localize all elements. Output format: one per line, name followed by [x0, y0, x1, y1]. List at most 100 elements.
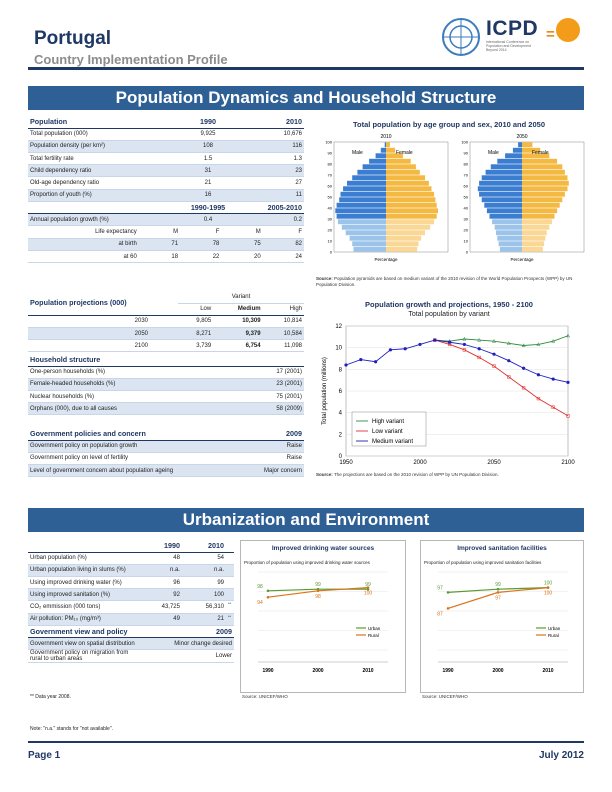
table-row: Using improved sanitation (%) 92 100 — [28, 588, 234, 602]
table-cell: Household structure — [28, 354, 304, 367]
pyramid-bar-female — [386, 158, 411, 164]
pyramid-bar-male — [336, 202, 386, 208]
age-tick: 20 — [328, 228, 333, 233]
table-cell: Orphans (000), due to all causes — [28, 402, 228, 416]
table-cell — [28, 201, 178, 215]
y-tick-label: 8 — [339, 367, 343, 373]
table-cell: Proportion of youth (%) — [28, 189, 178, 202]
data-point — [536, 342, 541, 346]
pyramid-xlabel: Percentage — [510, 257, 534, 262]
table-row: 2050 8,271 9,379 10,584 — [28, 327, 304, 341]
pyramid-frame — [469, 141, 585, 253]
table-cell: 75 (2001) — [228, 390, 304, 404]
footer-rule — [28, 741, 584, 743]
life-expectancy-label: Life expectancy — [28, 226, 139, 239]
section-title: Population projections (000) — [28, 291, 178, 316]
pyramid-bar-female — [522, 208, 558, 214]
population-table: Population 1990 2010 Total population (000)… — [28, 116, 304, 264]
pyramid-bar-male — [512, 147, 522, 153]
series-line — [434, 339, 569, 417]
table-cell: 56,310 — [181, 600, 226, 614]
table-cell: One-person households (%) — [28, 366, 228, 379]
table-cell: n.a. — [138, 564, 182, 578]
table-cell: 2030 — [28, 315, 178, 329]
data-point — [536, 373, 540, 377]
data-point — [477, 355, 481, 360]
pyramid-bar-male — [336, 213, 386, 219]
table-cell: 1.3 — [238, 152, 304, 166]
table-cell: 21 — [181, 613, 226, 626]
pyramid-bar-male — [485, 169, 522, 175]
table-cell: Level of government concern about popula… — [28, 464, 228, 478]
growth-chart-subtitle: Total population by variant — [408, 311, 490, 318]
table-cell: 54 — [181, 552, 226, 565]
table-cell: Government view on spatial distribution — [28, 637, 138, 651]
pyramid-bar-male — [518, 142, 522, 148]
table-header: 1990 2010 — [28, 540, 234, 553]
table-row: Annual population growth (%) 0.4 0.2 — [28, 213, 304, 227]
legend-label: Medium variant — [372, 439, 413, 445]
data-point — [491, 338, 497, 343]
pyramid-bar-male — [481, 175, 522, 181]
y-tick-label: 10 — [335, 346, 342, 352]
pyramid-bar-male — [496, 230, 522, 236]
pyramid-bar-female — [522, 241, 545, 247]
age-tick: 90 — [464, 151, 469, 156]
table-row: at birth 71 78 75 82 — [28, 238, 304, 252]
pyramid-bar-female — [386, 153, 403, 159]
table-cell: 75 — [221, 238, 263, 252]
table-cell: 10,676 — [238, 128, 304, 141]
data-point — [566, 380, 570, 384]
pyramid-bar-male — [486, 208, 522, 214]
table-cell: 58 (2009) — [228, 402, 304, 416]
country-title: Portugal — [34, 28, 112, 49]
pyramid-male-label: Male — [488, 150, 499, 156]
pyramid-bar-male — [375, 153, 386, 159]
data-point — [566, 414, 570, 418]
table-cell: 43,725 — [138, 600, 182, 614]
table-row: Total fertility rate 1.5 1.3 — [28, 152, 304, 166]
x-tick-label: 1950 — [339, 460, 353, 466]
data-label: 100 — [364, 591, 373, 597]
table-row: Proportion of youth (%) 16 11 — [28, 189, 304, 202]
pyramid-source: Source: Population pyramids are based on… — [316, 276, 573, 287]
table-row: Child dependency ratio 31 23 — [28, 164, 304, 178]
table-cell: 82 — [262, 238, 304, 252]
pyramid-bar-female — [386, 164, 416, 170]
pyramid-bar-male — [479, 180, 522, 186]
pyramid-xlabel: Percentage — [374, 257, 398, 262]
pyramid-bar-male — [352, 175, 386, 181]
x-tick-label: 2010 — [362, 668, 373, 674]
table-cell: at 60 — [28, 250, 139, 264]
table-header: Population projections (000) Variant — [28, 291, 304, 316]
pyramid-bar-male — [477, 186, 522, 192]
pyramid-bar-male — [357, 169, 386, 175]
data-point — [551, 377, 555, 381]
table-row: Life expectancy M F M F — [28, 226, 304, 239]
table-cell: 99 — [181, 576, 226, 590]
header-cell — [226, 540, 234, 553]
pyramid-bar-female — [522, 147, 541, 153]
table-cell: 18 — [138, 250, 181, 264]
data-point — [522, 366, 526, 370]
table-cell: 2009 — [228, 428, 304, 441]
un-emblem-icon — [442, 18, 480, 56]
table-cell: 31 — [178, 164, 238, 178]
pyramid-bar-female — [522, 246, 543, 252]
age-tick: 80 — [328, 162, 333, 167]
logo-text: ICPD — [486, 17, 539, 40]
legend-box — [351, 411, 427, 447]
data-label: 98 — [257, 584, 263, 590]
table-cell: 11,098 — [262, 339, 304, 353]
pyramid-bar-female — [522, 142, 533, 148]
y-axis-label: Total population (millions) — [322, 357, 328, 425]
table-cell: 96 — [138, 576, 182, 590]
pyramid-bar-male — [337, 219, 386, 225]
table-cell: 6,754 — [213, 339, 263, 353]
pyramid-bar-male — [499, 246, 522, 252]
pyramid-bar-female — [522, 219, 552, 225]
table-cell: 1.5 — [178, 152, 238, 166]
pyramid-bar-male — [335, 208, 386, 214]
table-cell: 48 — [138, 552, 182, 565]
x-tick-label: 1990 — [442, 668, 453, 674]
